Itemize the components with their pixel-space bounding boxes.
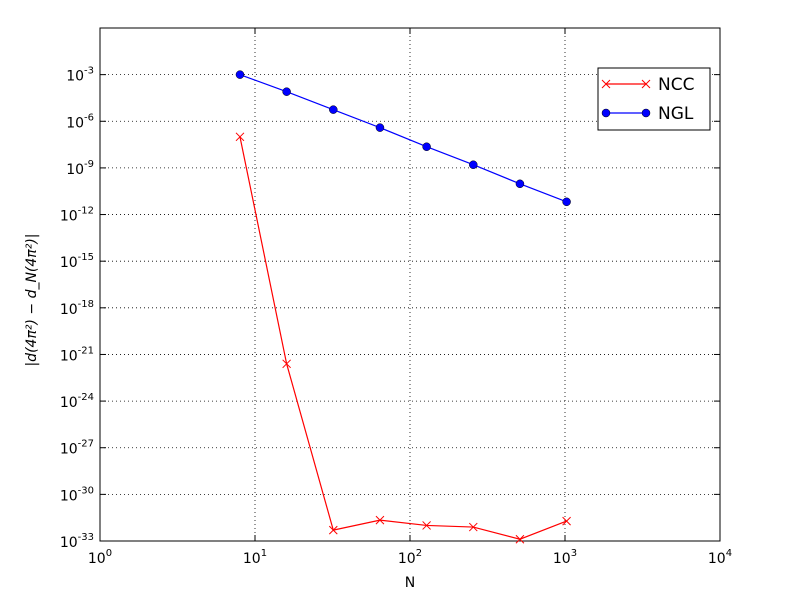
marker-dot (562, 197, 571, 207)
marker-dot (282, 87, 291, 96)
x-tick-label: 103 (553, 548, 577, 567)
legend-label: NCC (658, 75, 694, 95)
y-tick-label: 10-15 (60, 252, 94, 271)
series-line (239, 136, 567, 540)
y-tick-label: 10-6 (66, 112, 94, 131)
y-tick-label: 10-24 (60, 392, 94, 411)
x-tick-label: 102 (398, 548, 422, 567)
marker-x (468, 522, 478, 532)
plot-frame (99, 27, 721, 542)
y-tick-label: 10-18 (60, 299, 94, 318)
y-tick-label: 10-27 (60, 439, 94, 458)
marker-dot (375, 123, 385, 132)
legend-marker (641, 108, 651, 118)
marker-x (282, 359, 291, 369)
y-tick-label: 10-30 (60, 485, 94, 504)
marker-x (375, 515, 385, 525)
legend-label: NGL (658, 104, 694, 124)
x-tick-label: 101 (243, 548, 267, 567)
marker-x (328, 525, 338, 535)
y-tick-label: 10-9 (66, 159, 94, 178)
y-tick-label: 10-21 (60, 345, 94, 364)
marker-dot (469, 160, 478, 169)
y-tick-label: 10-3 (66, 66, 94, 85)
x-axis-label: N (405, 575, 415, 591)
legend-marker (601, 108, 611, 118)
marker-x (422, 521, 431, 530)
marker-dot (329, 105, 338, 114)
y-tick-label: 10-12 (60, 206, 94, 225)
y-tick-label: 10-33 (60, 532, 94, 551)
marker-dot (422, 142, 431, 151)
marker-x (515, 534, 525, 544)
legend-marker (641, 79, 651, 89)
marker-x (562, 516, 571, 526)
legend-box (597, 67, 711, 131)
marker-dot (235, 70, 245, 79)
x-tick-label: 100 (88, 548, 112, 567)
y-axis-label: |d(4π²) − d_N(4π²)| (24, 233, 40, 366)
marker-x (235, 132, 245, 142)
series-line (239, 74, 567, 203)
marker-dot (515, 179, 525, 189)
x-tick-label: 104 (708, 548, 732, 567)
legend-marker (601, 79, 611, 89)
